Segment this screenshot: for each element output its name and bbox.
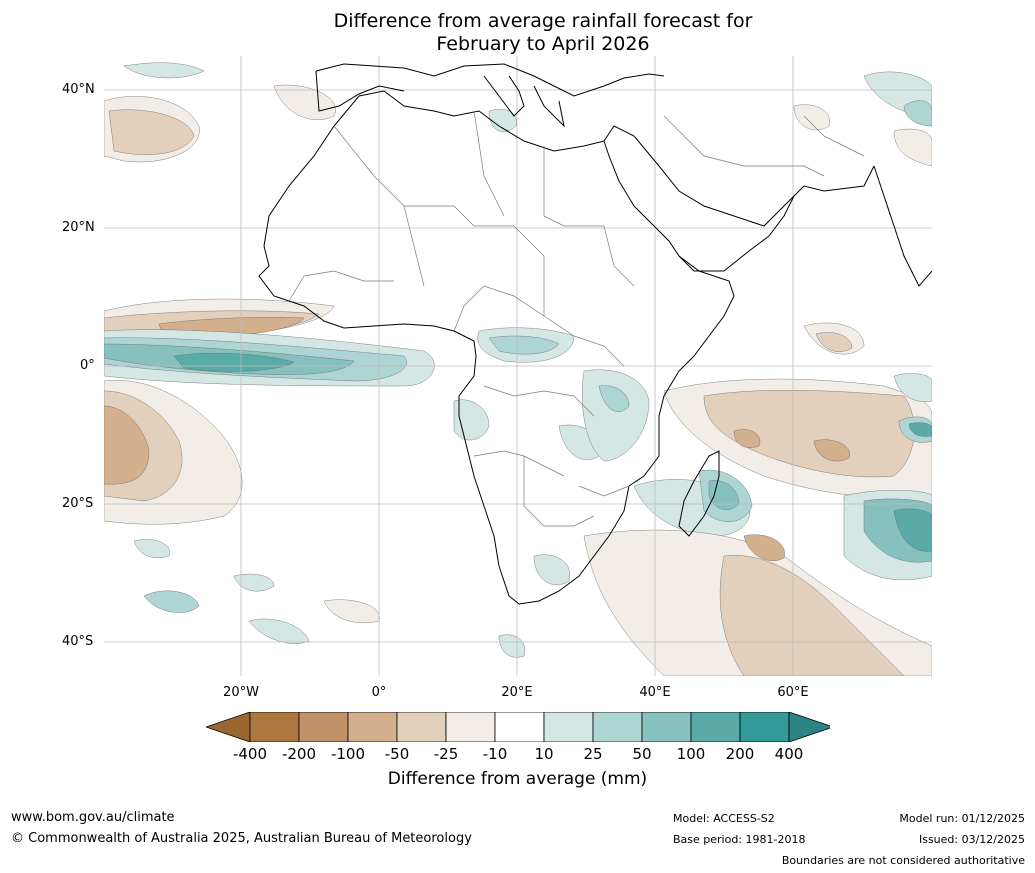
colorbar-bin <box>249 712 300 742</box>
lon-label-20w: 20°W <box>223 685 259 700</box>
colorbar-tick-label: 100 <box>676 745 706 763</box>
colorbar-tick-label: -400 <box>232 745 268 763</box>
rainfall-difference-map <box>104 56 932 676</box>
footer-model: Model: ACCESS-S2 <box>673 812 775 825</box>
lat-label-0: 0° <box>80 358 95 373</box>
graticule <box>104 56 932 676</box>
lat-label-20s: 20°S <box>62 496 94 511</box>
colorbar-bin <box>641 712 692 742</box>
anomaly-shading <box>104 62 932 676</box>
colorbar-bin <box>396 712 447 742</box>
chart-title: Difference from average rainfall forecas… <box>0 10 1035 56</box>
footer-issued: Issued: 03/12/2025 <box>918 833 1025 846</box>
colorbar <box>206 712 830 742</box>
colorbar-tick-label: 400 <box>774 745 804 763</box>
footer-disclaimer: Boundaries are not considered authoritat… <box>781 854 1025 867</box>
colorbar-tick-label: -200 <box>281 745 317 763</box>
lon-label-40e: 40°E <box>639 685 671 700</box>
colorbar-extend-min <box>206 712 251 742</box>
colorbar-tick-label: -10 <box>482 745 508 763</box>
colorbar-tick-label: 200 <box>725 745 755 763</box>
footer-copyright: © Commonwealth of Australia 2025, Austra… <box>11 831 472 846</box>
title-line-2: February to April 2026 <box>436 33 650 55</box>
colorbar-extend-max <box>788 712 830 742</box>
country-borders <box>288 110 865 527</box>
colorbar-tick-label: 25 <box>583 745 603 763</box>
title-line-1: Difference from average rainfall forecas… <box>333 10 753 32</box>
lat-label-40n: 40°N <box>62 82 95 97</box>
colorbar-bin <box>592 712 643 742</box>
colorbar-bin <box>543 712 594 742</box>
colorbar-tick-label: -50 <box>384 745 410 763</box>
lat-label-40s: 40°S <box>62 634 94 649</box>
lon-label-0: 0° <box>371 685 387 700</box>
colorbar-tick-label: 50 <box>632 745 652 763</box>
coastlines <box>258 63 932 605</box>
colorbar-tick-label: 10 <box>534 745 554 763</box>
colorbar-tick-label: -25 <box>433 745 459 763</box>
colorbar-bin <box>739 712 790 742</box>
colorbar-title: Difference from average (mm) <box>387 769 648 789</box>
colorbar-tick-label: -100 <box>330 745 366 763</box>
colorbar-bin <box>347 712 398 742</box>
lon-label-60e: 60°E <box>777 685 809 700</box>
lon-label-20e: 20°E <box>501 685 533 700</box>
lat-label-20n: 20°N <box>62 220 95 235</box>
colorbar-bin <box>298 712 349 742</box>
footer-base-period: Base period: 1981-2018 <box>673 833 806 846</box>
footer-website: www.bom.gov.au/climate <box>11 810 175 825</box>
colorbar-bin <box>445 712 496 742</box>
colorbar-bin <box>690 712 741 742</box>
footer-model-run: Model run: 01/12/2025 <box>899 812 1025 825</box>
colorbar-bin <box>494 712 545 742</box>
